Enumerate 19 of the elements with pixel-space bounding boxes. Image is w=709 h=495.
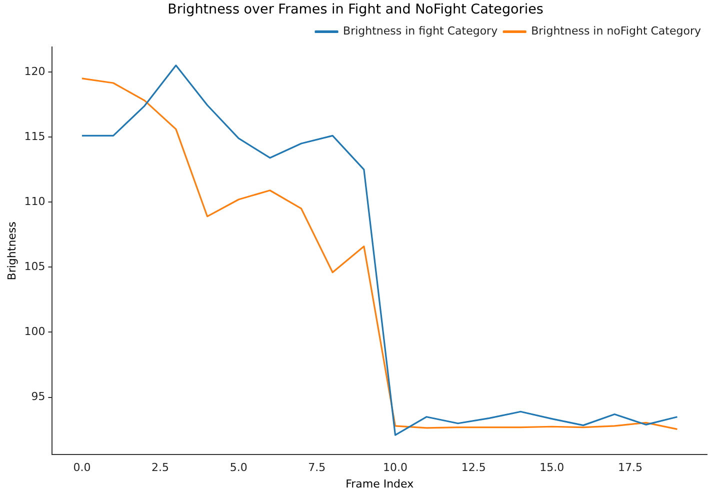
x-tick-label: 2.5 <box>152 461 170 474</box>
x-tick-label: 12.5 <box>461 461 486 474</box>
x-tick-label: 17.5 <box>618 461 642 474</box>
y-axis-title: Brightness <box>5 221 18 280</box>
y-tick-label: 100 <box>24 325 46 338</box>
y-tick-label: 115 <box>24 130 46 143</box>
x-tick-label: 0.0 <box>73 461 91 474</box>
x-tick-label: 15.0 <box>540 461 564 474</box>
x-tick-label: 7.5 <box>308 461 326 474</box>
legend-label: Brightness in noFight Category <box>531 24 702 38</box>
x-tick-label: 10.0 <box>383 461 408 474</box>
y-tick-label: 120 <box>24 64 46 78</box>
x-axis-title: Frame Index <box>346 477 414 490</box>
y-tick-label: 105 <box>24 260 46 274</box>
legend-label: Brightness in fight Category <box>343 24 498 38</box>
y-tick-label: 110 <box>24 194 46 208</box>
chart-title: Brightness over Frames in Fight and NoFight Categories <box>168 2 544 18</box>
y-tick-label: 95 <box>31 390 46 404</box>
x-tick-label: 5.0 <box>230 461 248 474</box>
